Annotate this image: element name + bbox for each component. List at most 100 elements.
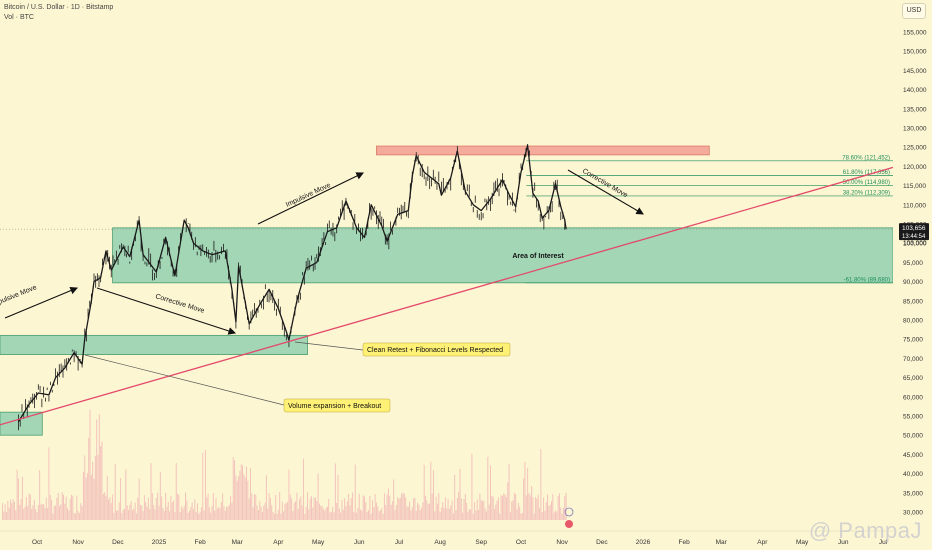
volume-bar [3, 511, 5, 520]
volume-bar [317, 473, 319, 520]
volume-bar [240, 464, 242, 520]
volume-bar [199, 511, 201, 520]
volume-bar [86, 473, 88, 520]
zone-area-of-interest [112, 227, 894, 284]
label-impulsive-1: Impulsive Move [0, 284, 38, 309]
volume-bar [263, 505, 265, 520]
volume-bar [450, 505, 452, 520]
volume-bar [497, 497, 499, 520]
volume-bar [495, 504, 497, 520]
volume-bar [243, 474, 245, 520]
volume-bar [109, 497, 111, 520]
volume-bar [409, 501, 411, 520]
volume-bar [2, 503, 4, 520]
volume-bar [59, 506, 61, 520]
volume-bar [394, 509, 396, 520]
volume-bar [539, 508, 541, 520]
volume-bar [515, 494, 517, 520]
volume-label: Vol · BTC [4, 14, 34, 21]
volume-bar [190, 507, 192, 520]
volume-bar [29, 494, 31, 520]
volume-bar [295, 501, 297, 520]
x-tick-label: Mar [232, 539, 244, 546]
zone-base-zone [0, 411, 43, 436]
volume-bar [232, 457, 234, 520]
volume-bar [470, 509, 472, 520]
volume-bar [169, 511, 171, 520]
volume-bar [474, 502, 476, 520]
volume-bar [98, 414, 100, 520]
volume-bar [438, 493, 440, 520]
volume-bar [163, 511, 165, 520]
volume-bar [9, 499, 11, 520]
volume-bar [94, 455, 96, 520]
volume-bar [157, 492, 159, 520]
volume-bar [491, 495, 493, 520]
volume-bar [170, 495, 172, 520]
volume-bar [513, 492, 515, 520]
volume-bar [271, 505, 273, 520]
volume-bar [182, 508, 184, 520]
volume-bar [21, 476, 23, 520]
volume-bar [173, 500, 175, 520]
volume-bar [366, 511, 368, 520]
volume-bar [151, 493, 153, 520]
volume-bar [49, 495, 51, 520]
y-tick-label: 85,000 [903, 298, 923, 305]
volume-bar [183, 506, 185, 520]
volume-bar [435, 496, 437, 520]
volume-bar [208, 507, 210, 520]
volume-bar [558, 493, 560, 520]
volume-bar [463, 499, 465, 520]
volume-bar [16, 469, 18, 520]
volume-bar [207, 493, 209, 520]
y-tick-label: 140,000 [903, 87, 927, 94]
volume-bar [349, 505, 351, 520]
volume-bar [332, 506, 334, 520]
volume-bar [15, 510, 17, 520]
y-tick-label: 115,000 [903, 183, 926, 190]
volume-bar [138, 478, 140, 520]
x-tick-label: Jul [879, 539, 888, 546]
volume-bar [345, 506, 347, 520]
event-icon[interactable] [564, 507, 574, 517]
volume-bar [368, 510, 370, 520]
volume-bar [322, 508, 324, 520]
volume-bar [528, 493, 530, 520]
volume-bar [422, 502, 424, 520]
volume-bar [427, 504, 429, 520]
volume-bar [500, 494, 502, 520]
y-tick-label: 35,000 [903, 490, 923, 497]
volume-bar [552, 494, 554, 520]
volume-bar [357, 507, 359, 520]
volume-bar [113, 512, 115, 520]
volume-bar [407, 506, 409, 520]
volume-bar [444, 497, 446, 520]
earnings-icon[interactable] [565, 520, 573, 528]
volume-bar [230, 496, 232, 520]
y-tick-label: 65,000 [903, 375, 923, 382]
volume-bar [82, 472, 84, 520]
callout-volume-expansion-text: Volume expansion + Breakout [288, 403, 381, 410]
currency-button[interactable]: USD [902, 3, 926, 19]
fib-level-label: -61.80% (89,680) [844, 277, 890, 283]
volume-bar [222, 493, 224, 520]
volume-bar [429, 503, 431, 520]
volume-bar [281, 501, 283, 520]
volume-bar [287, 501, 289, 520]
volume-bar [406, 506, 408, 520]
volume-bar [51, 499, 53, 520]
x-tick-label: 2025 [152, 539, 167, 546]
volume-bar [63, 494, 65, 520]
volume-bar [362, 495, 364, 520]
volume-bar [256, 505, 258, 520]
volume-bar [297, 508, 299, 520]
volume-bar [393, 479, 395, 520]
x-tick-label: Mar [716, 539, 728, 546]
last-price-tag-value: 103,656 [902, 225, 926, 232]
volume-bar [512, 500, 514, 520]
volume-bar [459, 468, 461, 520]
y-tick-label: 40,000 [903, 471, 923, 478]
volume-bar [129, 504, 131, 520]
